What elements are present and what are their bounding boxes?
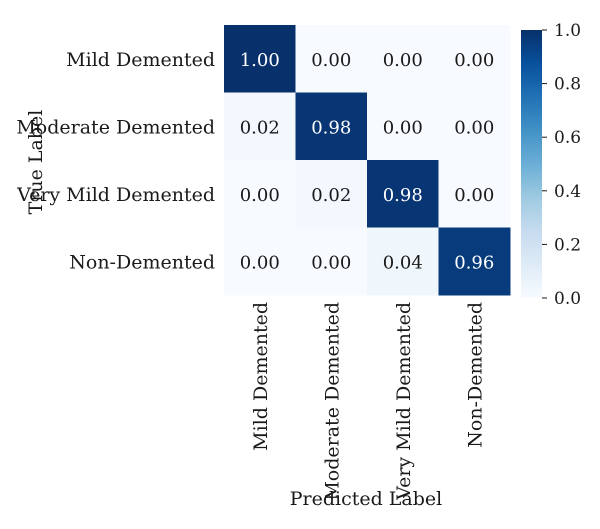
heatmap-cell: [367, 25, 439, 93]
colorbar-tick-label: 0.0: [554, 289, 581, 309]
heatmap-cell: [295, 160, 368, 228]
colorbar-tick-label: 1.0: [554, 21, 581, 41]
heatmap-cell-value: 0.02: [311, 185, 351, 206]
heatmap-cell-value: 0.00: [454, 50, 494, 71]
heatmap-cell: [367, 160, 439, 228]
colorbar: [521, 30, 542, 298]
heatmap-cell: [438, 227, 511, 296]
heatmap-cell-value: 0.04: [383, 252, 423, 273]
colorbar-tick-label: 0.2: [554, 235, 581, 255]
y-tick-label: Non-Demented: [69, 251, 215, 273]
x-tick-label: Non-Demented: [464, 302, 486, 448]
heatmap-cell: [367, 227, 439, 296]
heatmap-cell-value: 0.98: [383, 185, 423, 206]
heatmap-cell-value: 0.00: [240, 185, 280, 206]
heatmap-cell: [438, 160, 511, 228]
colorbar-tick-label: 0.8: [554, 75, 581, 95]
heatmap-cell: [295, 92, 368, 161]
colorbar-ticks: 0.0 0.2 0.4 0.6 0.8 1.0: [542, 21, 581, 309]
heatmap-cell: [224, 227, 296, 296]
heatmap-cell-value: 0.00: [311, 252, 351, 273]
heatmap-cells: [224, 25, 511, 296]
heatmap-cell: [438, 92, 511, 161]
heatmap-cell: [295, 227, 368, 296]
heatmap-cell-value: 0.96: [454, 252, 494, 273]
colorbar-tick-label: 0.4: [554, 182, 581, 202]
x-tick-label: Moderate Demented: [321, 302, 343, 501]
y-tick-label: Mild Demented: [66, 49, 215, 71]
x-tick-label: Very Mild Demented: [393, 302, 415, 501]
heatmap-cell-value: 0.00: [240, 252, 280, 273]
x-tick-label: Mild Demented: [250, 302, 272, 451]
heatmap-cell-value: 0.00: [311, 50, 351, 71]
heatmap-cell: [224, 92, 296, 161]
heatmap-cell: [295, 25, 368, 93]
colorbar-tick-label: 0.6: [554, 128, 581, 148]
heatmap-cell-value: 0.98: [311, 117, 351, 138]
y-axis-label: True Label: [25, 110, 47, 215]
y-tick-label: Very Mild Demented: [16, 184, 215, 206]
heatmap-cell-value: 0.00: [454, 117, 494, 138]
heatmap-cell: [438, 25, 511, 93]
heatmap-cell-value: 0.00: [383, 50, 423, 71]
heatmap-cell-value: 0.00: [454, 185, 494, 206]
x-tick-labels: Mild Demented Moderate Demented Very Mild …: [250, 302, 487, 501]
heatmap-cell-value: 0.00: [383, 117, 423, 138]
heatmap-cell-value: 1.00: [240, 50, 280, 71]
heatmap-cell-value: 0.02: [240, 117, 280, 138]
x-axis-label: Predicted Label: [290, 488, 443, 510]
heatmap-cell-labels: 1.00 0.00 0.00 0.00 0.02 0.98 0.00 0.00 0.00 0.02…: [240, 50, 495, 274]
heatmap-cell: [224, 160, 296, 228]
heatmap-cell: [224, 25, 296, 93]
y-tick-labels: Mild Demented Moderate Demented Very Mild …: [16, 49, 215, 274]
y-tick-label: Moderate Demented: [16, 116, 215, 138]
heatmap-cell: [367, 92, 439, 161]
